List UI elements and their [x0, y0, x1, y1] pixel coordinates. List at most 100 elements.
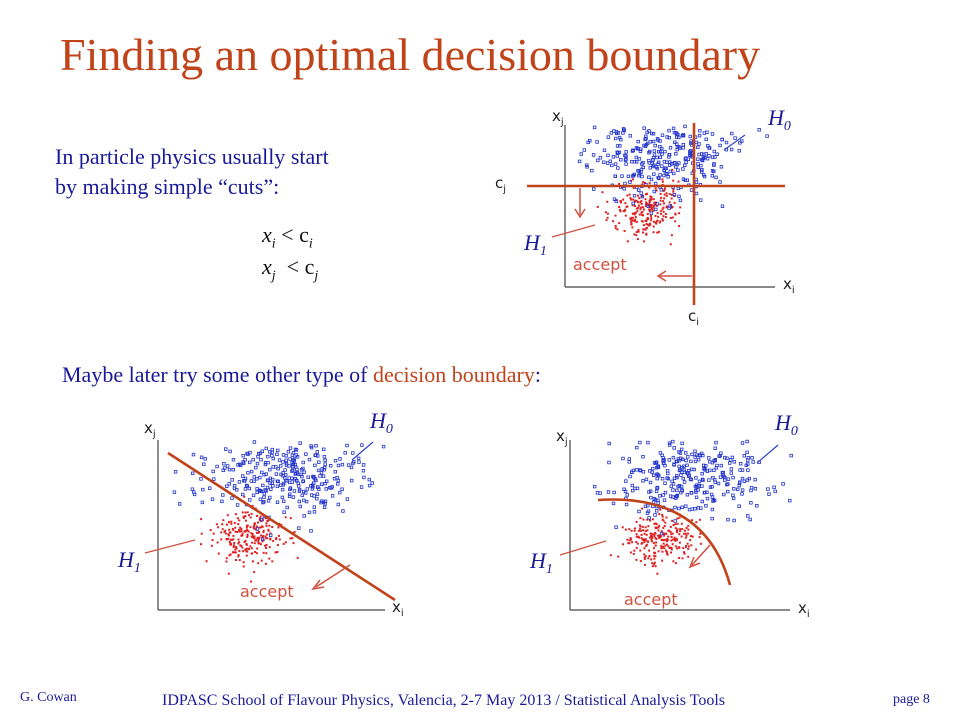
h0-point — [663, 463, 667, 468]
h0-point — [740, 441, 745, 445]
h0-point — [263, 461, 268, 465]
h0-point — [222, 462, 226, 466]
h0-point — [237, 480, 242, 484]
h1-point — [232, 534, 235, 537]
h1-point — [235, 559, 237, 561]
h0-point — [655, 472, 659, 476]
h1-point — [626, 194, 629, 197]
h0-point — [232, 486, 237, 490]
h0-point — [653, 181, 658, 186]
h1-point — [676, 531, 678, 533]
h0-point — [254, 465, 258, 470]
h0-point — [749, 486, 754, 490]
h0-point — [677, 450, 681, 454]
h0-point — [620, 174, 624, 178]
h1-label: H1 — [529, 548, 553, 577]
h1-point — [678, 533, 681, 536]
h0-point — [718, 180, 722, 184]
h1-point — [653, 220, 655, 223]
h1-point — [271, 560, 274, 563]
h1-point — [624, 528, 627, 531]
h1-point — [642, 231, 644, 234]
h0-point — [285, 505, 289, 510]
h1-point — [643, 547, 646, 550]
h0-point — [716, 481, 721, 486]
h0-point — [301, 466, 305, 471]
h0-point — [698, 198, 703, 202]
h0-point — [252, 440, 257, 444]
h1-point — [653, 547, 655, 550]
h1-point — [237, 554, 240, 557]
h1-pointer — [144, 539, 196, 554]
h0-point — [301, 489, 306, 494]
h0-point — [602, 148, 607, 152]
h0-point — [607, 460, 611, 465]
h1-point — [638, 536, 640, 539]
h0-point — [635, 445, 639, 450]
h0-point — [707, 456, 711, 460]
h1-point — [242, 561, 245, 564]
h0-point — [701, 463, 706, 468]
h1-point — [231, 528, 234, 530]
h1-point — [641, 214, 644, 217]
h1-point — [238, 519, 241, 522]
h0-point — [713, 155, 717, 159]
h0-point — [230, 496, 234, 500]
h0-point — [281, 460, 285, 464]
h1-point — [635, 541, 638, 543]
h1-point — [254, 539, 257, 542]
h1-point — [266, 520, 269, 522]
h0-point — [700, 158, 704, 162]
h0-point — [191, 452, 196, 457]
h0-point — [288, 446, 293, 450]
h1-point — [253, 542, 256, 545]
h0-point — [336, 502, 340, 507]
h0-point — [676, 168, 680, 172]
h0-point — [677, 464, 681, 469]
h0-point — [650, 161, 654, 166]
cut-var-sub: j — [271, 268, 276, 284]
h1-point — [659, 210, 662, 213]
accept-arrow-head — [688, 556, 701, 569]
h0-point — [302, 470, 306, 474]
h0-point — [710, 495, 715, 499]
h0-point — [288, 457, 292, 461]
h1-point — [252, 526, 255, 529]
h0-point — [714, 175, 718, 180]
h0-point — [696, 157, 700, 161]
h1-point — [666, 538, 669, 541]
h1-point — [670, 533, 673, 536]
h1-point — [695, 548, 698, 551]
h0-point — [710, 169, 715, 173]
h1-point — [648, 186, 651, 189]
h1-point — [262, 535, 264, 538]
h1-point — [672, 560, 675, 563]
h0-point — [679, 473, 683, 477]
h0-point — [258, 497, 263, 501]
h0-point — [696, 488, 700, 492]
h1-point — [662, 210, 665, 213]
h1-point — [652, 198, 655, 201]
h0-point — [330, 485, 334, 489]
h1-point — [245, 550, 248, 553]
h0-point — [740, 492, 744, 496]
footer-center: IDPASC School of Flavour Physics, Valenc… — [162, 692, 726, 709]
h1-point — [654, 187, 657, 190]
h1-point — [648, 555, 651, 557]
h1-point — [636, 542, 639, 545]
h1-point — [265, 524, 268, 527]
h1-point — [617, 555, 620, 558]
h0-point — [361, 469, 366, 473]
h1-point — [654, 555, 657, 558]
h0-point — [625, 493, 629, 497]
h0-point — [677, 135, 681, 140]
h1-point — [625, 205, 628, 208]
cut-op: < — [275, 222, 300, 247]
h0-point — [729, 467, 734, 471]
h0-point — [745, 439, 749, 444]
h1-point — [665, 532, 668, 535]
h1-point — [272, 539, 275, 542]
h0-point — [680, 470, 684, 474]
h1-point — [643, 539, 645, 541]
h1-point — [242, 550, 245, 553]
